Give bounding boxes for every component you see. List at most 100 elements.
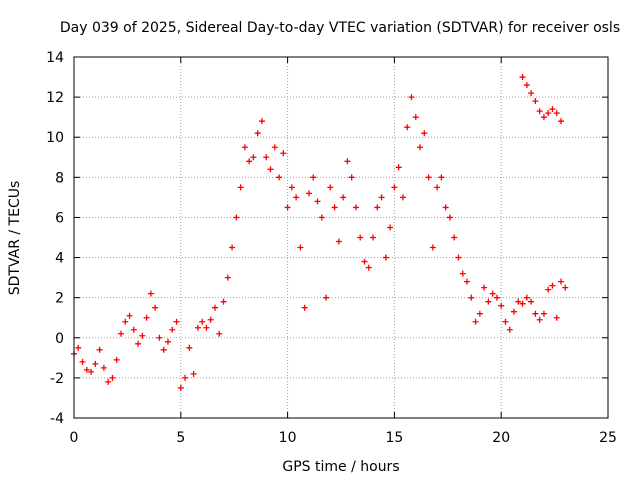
data-point bbox=[75, 344, 82, 351]
data-point bbox=[451, 234, 458, 241]
data-point bbox=[540, 310, 547, 317]
data-point bbox=[536, 108, 543, 115]
y-tick-label: 0 bbox=[55, 331, 64, 347]
data-point bbox=[254, 130, 261, 137]
grid-lines bbox=[74, 57, 608, 418]
data-point bbox=[147, 290, 154, 297]
data-point bbox=[459, 270, 466, 277]
data-point bbox=[429, 244, 436, 251]
data-point bbox=[549, 106, 556, 113]
data-point bbox=[186, 344, 193, 351]
data-point bbox=[305, 190, 312, 197]
data-point bbox=[370, 234, 377, 241]
data-point bbox=[417, 144, 424, 151]
data-point bbox=[79, 358, 86, 365]
data-point bbox=[177, 384, 184, 391]
data-point bbox=[194, 324, 201, 331]
data-point bbox=[267, 166, 274, 173]
data-point bbox=[92, 360, 99, 367]
data-point bbox=[220, 298, 227, 305]
y-tick-label: 8 bbox=[55, 170, 64, 186]
chart-title: Day 039 of 2025, Sidereal Day-to-day VTE… bbox=[60, 20, 620, 36]
data-point bbox=[211, 304, 218, 311]
data-point bbox=[344, 158, 351, 165]
data-point bbox=[126, 312, 133, 319]
data-point bbox=[182, 374, 189, 381]
data-point bbox=[88, 368, 95, 375]
data-point bbox=[523, 294, 530, 301]
plot-frame bbox=[73, 56, 609, 419]
data-point bbox=[562, 284, 569, 291]
data-point bbox=[237, 184, 244, 191]
data-point bbox=[481, 284, 488, 291]
axis-ticks: 0 5 10 15 20 25 -4 -2 0 2 4 6 8 10 12 14 bbox=[46, 50, 617, 446]
data-point bbox=[117, 330, 124, 337]
data-point bbox=[203, 324, 210, 331]
data-point bbox=[434, 184, 441, 191]
y-tick-label: -4 bbox=[50, 411, 64, 427]
data-point bbox=[382, 254, 389, 261]
x-tick-label: 25 bbox=[599, 430, 617, 446]
data-point bbox=[511, 308, 518, 315]
data-point bbox=[352, 204, 359, 211]
data-point bbox=[485, 298, 492, 305]
data-point bbox=[404, 124, 411, 131]
data-point bbox=[412, 114, 419, 121]
data-point bbox=[297, 244, 304, 251]
data-point bbox=[318, 214, 325, 221]
data-point bbox=[536, 316, 543, 323]
data-point bbox=[258, 118, 265, 125]
x-tick-label: 5 bbox=[176, 430, 185, 446]
data-point bbox=[506, 326, 513, 333]
data-point bbox=[549, 282, 556, 289]
y-tick-label: 4 bbox=[55, 251, 64, 267]
data-point bbox=[301, 304, 308, 311]
data-point bbox=[276, 174, 283, 181]
data-point bbox=[135, 340, 142, 347]
data-point bbox=[493, 294, 500, 301]
x-tick-label: 20 bbox=[492, 430, 510, 446]
data-point bbox=[553, 110, 560, 117]
data-point bbox=[455, 254, 462, 261]
data-point bbox=[229, 244, 236, 251]
data-point bbox=[425, 174, 432, 181]
data-point bbox=[335, 238, 342, 245]
data-point bbox=[288, 184, 295, 191]
data-point bbox=[515, 298, 522, 305]
data-point bbox=[442, 204, 449, 211]
y-axis-label: SDTVAR / TECUs bbox=[7, 181, 23, 296]
x-tick-label: 0 bbox=[70, 430, 79, 446]
data-point bbox=[472, 318, 479, 325]
x-tick-label: 15 bbox=[385, 430, 403, 446]
data-point bbox=[105, 378, 112, 385]
data-point bbox=[476, 310, 483, 317]
data-point bbox=[446, 214, 453, 221]
data-point bbox=[464, 278, 471, 285]
data-point bbox=[96, 346, 103, 353]
data-point bbox=[207, 316, 214, 323]
data-point bbox=[100, 364, 107, 371]
data-point bbox=[139, 332, 146, 339]
data-point bbox=[314, 198, 321, 205]
data-point bbox=[83, 366, 90, 373]
data-point bbox=[263, 154, 270, 161]
data-point bbox=[365, 264, 372, 271]
data-point bbox=[519, 300, 526, 307]
data-point bbox=[250, 154, 257, 161]
data-point bbox=[156, 334, 163, 341]
data-point bbox=[224, 274, 231, 281]
data-point bbox=[190, 370, 197, 377]
data-point bbox=[558, 278, 565, 285]
data-point bbox=[532, 310, 539, 317]
data-point bbox=[408, 94, 415, 101]
data-point bbox=[199, 318, 206, 325]
y-tick-label: 12 bbox=[46, 90, 64, 106]
data-point bbox=[293, 194, 300, 201]
data-point bbox=[523, 82, 530, 89]
data-points bbox=[71, 74, 569, 391]
data-point bbox=[284, 204, 291, 211]
data-point bbox=[241, 144, 248, 151]
x-tick-label: 10 bbox=[279, 430, 297, 446]
x-axis-label: GPS time / hours bbox=[282, 459, 399, 475]
